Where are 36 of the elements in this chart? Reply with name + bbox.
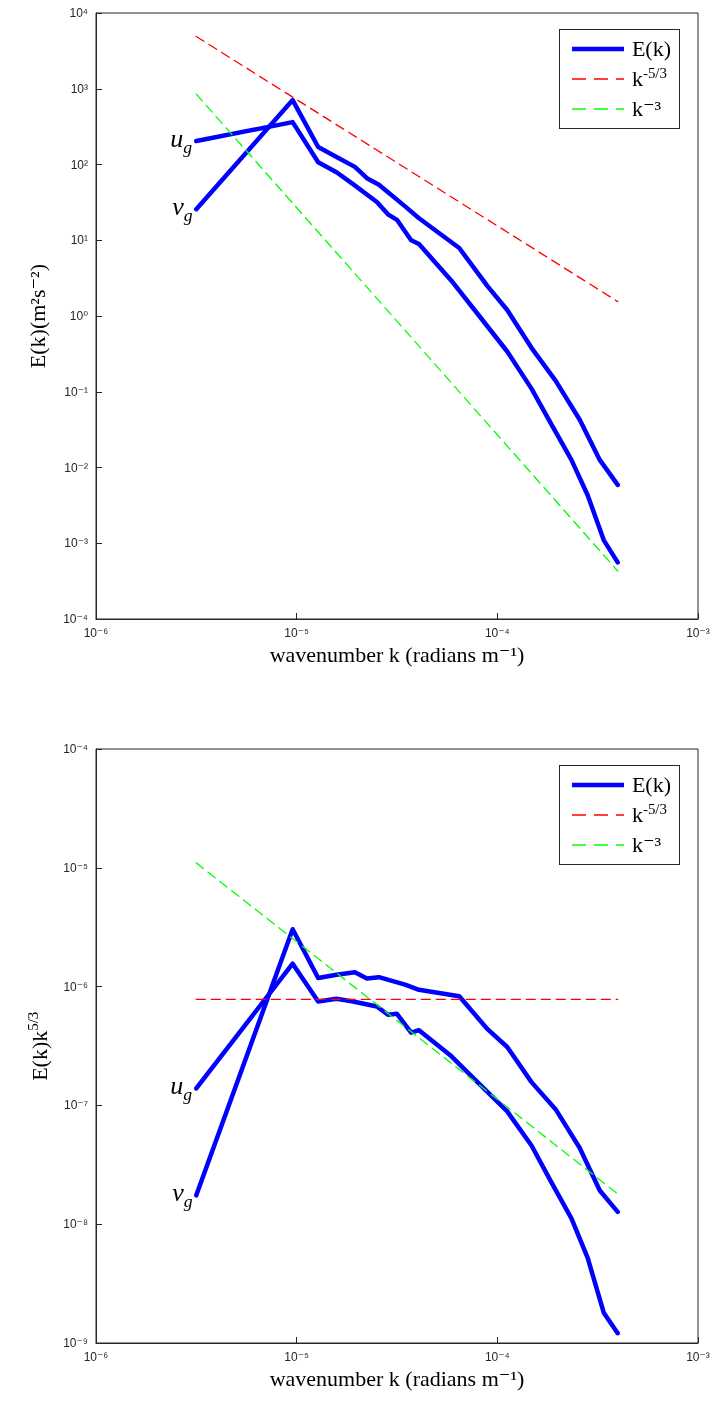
y-tick-label: 10⁻⁹ bbox=[63, 1336, 88, 1350]
y-tick-label: 10³ bbox=[70, 81, 88, 96]
y-tick-label: 10⁻¹ bbox=[64, 384, 88, 399]
x-tick-label: 10⁻⁵ bbox=[284, 626, 310, 640]
y-tick-label: 10¹ bbox=[70, 233, 88, 248]
x-tick-label: 10⁻³ bbox=[686, 626, 710, 640]
y-axis-title: E(k)(m²s⁻²) bbox=[25, 263, 51, 369]
y-tick-label: 10⁴ bbox=[69, 6, 88, 20]
x-tick-label: 10⁻⁶ bbox=[83, 1350, 109, 1364]
y-tick-label: 10⁰ bbox=[69, 309, 89, 323]
x-tick-label: 10⁻⁵ bbox=[284, 1350, 310, 1364]
y-tick-label: 10⁻⁶ bbox=[63, 979, 89, 994]
x-axis-title: wavenumber k (radians m⁻¹) bbox=[268, 642, 526, 668]
y-tick-label: 10² bbox=[70, 157, 88, 172]
y-tick-label: 10⁻⁸ bbox=[63, 1217, 88, 1232]
y-tick-label: 10⁻² bbox=[64, 460, 88, 475]
x-axis-title: wavenumber k (radians m⁻¹) bbox=[268, 1366, 526, 1392]
legend-label: k$^{-5/3}$ bbox=[631, 801, 667, 829]
y-tick-label: 10⁻⁷ bbox=[63, 1098, 88, 1113]
x-tick-label: 10⁻³ bbox=[686, 1350, 710, 1364]
legend-label: E(k) bbox=[631, 36, 671, 62]
y-tick-label: 10⁻⁴ bbox=[63, 742, 88, 756]
y-tick-label: 10⁻⁵ bbox=[63, 860, 89, 875]
legend-label: k⁻³ bbox=[631, 96, 662, 122]
annotation: v$_{g}$ bbox=[172, 1177, 193, 1212]
x-tick-label: 10⁻⁴ bbox=[484, 626, 510, 640]
x-tick-label: 10⁻⁴ bbox=[484, 1350, 510, 1364]
annotation: v$_{g}$ bbox=[172, 191, 193, 226]
legend-label: k$^{-5/3}$ bbox=[631, 65, 667, 93]
x-tick-label: 10⁻⁶ bbox=[83, 626, 109, 640]
annotation: u$_{g}$ bbox=[170, 123, 193, 158]
y-tick-label: 10⁻³ bbox=[64, 536, 88, 551]
legend-label: k⁻³ bbox=[631, 832, 662, 858]
annotation: u$_{g}$ bbox=[170, 1070, 193, 1105]
legend-label: E(k) bbox=[631, 772, 671, 798]
y-tick-label: 10⁻⁴ bbox=[63, 612, 88, 626]
